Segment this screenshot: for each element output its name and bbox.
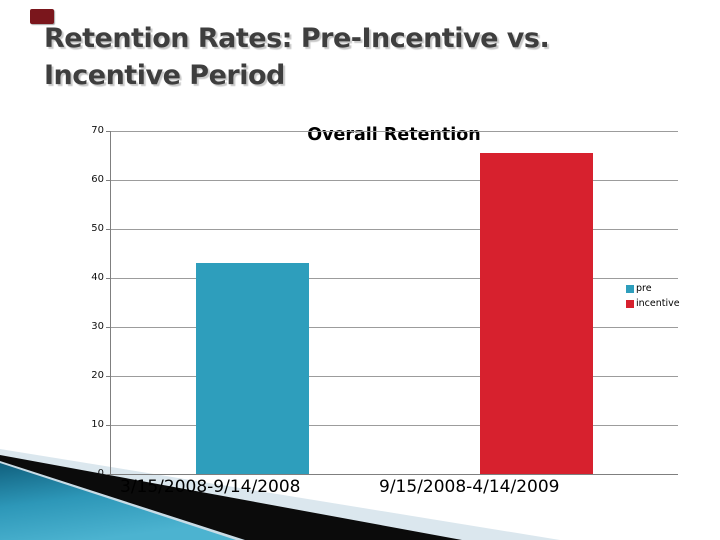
legend-label-incentive: incentive [636,298,680,309]
gridline-20 [110,376,678,377]
legend-label-pre: pre [636,283,652,294]
x-axis-label: 3/15/2008-9/14/2008 [120,477,301,497]
y-axis-tick [106,425,110,426]
y-axis-tick [106,131,110,132]
gridline-40 [110,278,678,279]
title-accent-box [30,9,54,24]
bar-pre [195,263,309,474]
x-axis-label: 9/15/2008-4/14/2009 [379,477,560,497]
y-axis-label: 20 [91,370,104,381]
y-axis-tick [106,327,110,328]
gridline-30 [110,327,678,328]
y-axis-line [110,131,111,474]
bar-incentive [479,153,593,474]
chart-title: Overall Retention [307,125,481,145]
y-axis-label: 40 [91,272,104,283]
legend-swatch-pre [626,284,634,293]
legend-item-incentive: incentive [626,298,680,309]
legend-item-pre: pre [626,283,652,294]
y-axis-label: 60 [91,174,104,185]
y-axis-label: 70 [91,125,104,136]
gridline-60 [110,180,678,181]
legend-swatch-incentive [626,299,634,308]
y-axis-tick [106,278,110,279]
gridline-10 [110,425,678,426]
y-axis-tick [106,376,110,377]
slide-title: Retention Rates: Pre-Incentive vs. Incen… [44,23,550,91]
y-axis-tick [106,180,110,181]
y-axis-label: 50 [91,223,104,234]
gridline-70 [110,131,678,132]
y-axis-label: 30 [91,321,104,332]
gridline-50 [110,229,678,230]
y-axis-label: 10 [91,419,104,430]
gridline-0 [110,474,678,475]
y-axis-label: 0 [97,468,104,479]
y-axis-tick [106,474,110,475]
y-axis-tick [106,229,110,230]
